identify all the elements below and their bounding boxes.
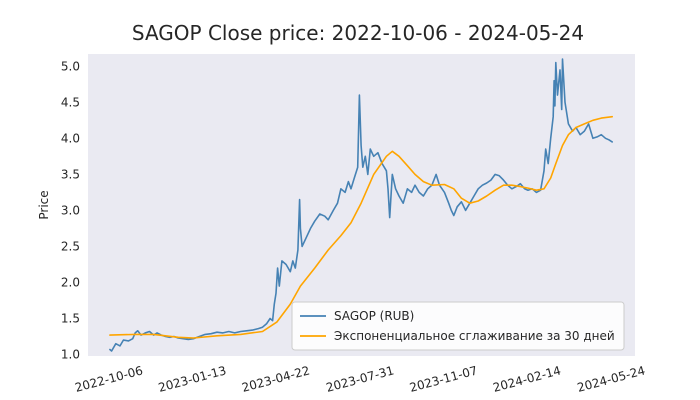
y-tick-label: 4.5 xyxy=(61,95,80,109)
y-axis-ticks: 1.0 1.5 2.0 2.5 3.0 3.5 4.0 4.5 5.0 xyxy=(61,59,80,361)
legend-entry-label: Экспоненциальное сглаживание за 30 дней xyxy=(334,329,615,343)
legend: SAGOP (RUB) Экспоненциальное сглаживание … xyxy=(291,301,625,351)
series-line-1 xyxy=(109,115,613,339)
y-tick-label: 1.0 xyxy=(61,348,80,362)
y-axis-title: Price xyxy=(37,190,51,219)
x-tick-label: 2024-02-14 xyxy=(491,363,562,395)
y-tick-label: 5.0 xyxy=(61,59,80,73)
y-tick-label: 1.5 xyxy=(61,312,80,326)
x-tick-label: 2024-05-24 xyxy=(576,363,647,395)
x-tick-label: 2023-04-22 xyxy=(240,363,311,395)
x-tick-label: 2023-01-13 xyxy=(157,363,228,395)
legend-box xyxy=(291,301,625,351)
y-tick-label: 2.5 xyxy=(61,239,80,253)
y-tick-label: 3.5 xyxy=(61,167,80,181)
y-tick-label: 2.0 xyxy=(61,275,80,289)
x-tick-label: 2022-10-06 xyxy=(73,363,144,395)
chart-title: SAGOP Close price: 2022-10-06 - 2024-05-… xyxy=(132,21,584,45)
y-tick-label: 4.0 xyxy=(61,131,80,145)
series-line-0 xyxy=(109,58,613,352)
legend-entry-label: SAGOP (RUB) xyxy=(334,309,414,323)
x-axis-ticks: 2022-10-06 2023-01-13 2023-04-22 2023-07-31… xyxy=(73,363,646,395)
x-tick-label: 2023-11-07 xyxy=(408,363,479,395)
series-lines xyxy=(109,58,613,352)
y-tick-label: 3.0 xyxy=(61,203,80,217)
x-tick-label: 2023-07-31 xyxy=(325,363,396,395)
